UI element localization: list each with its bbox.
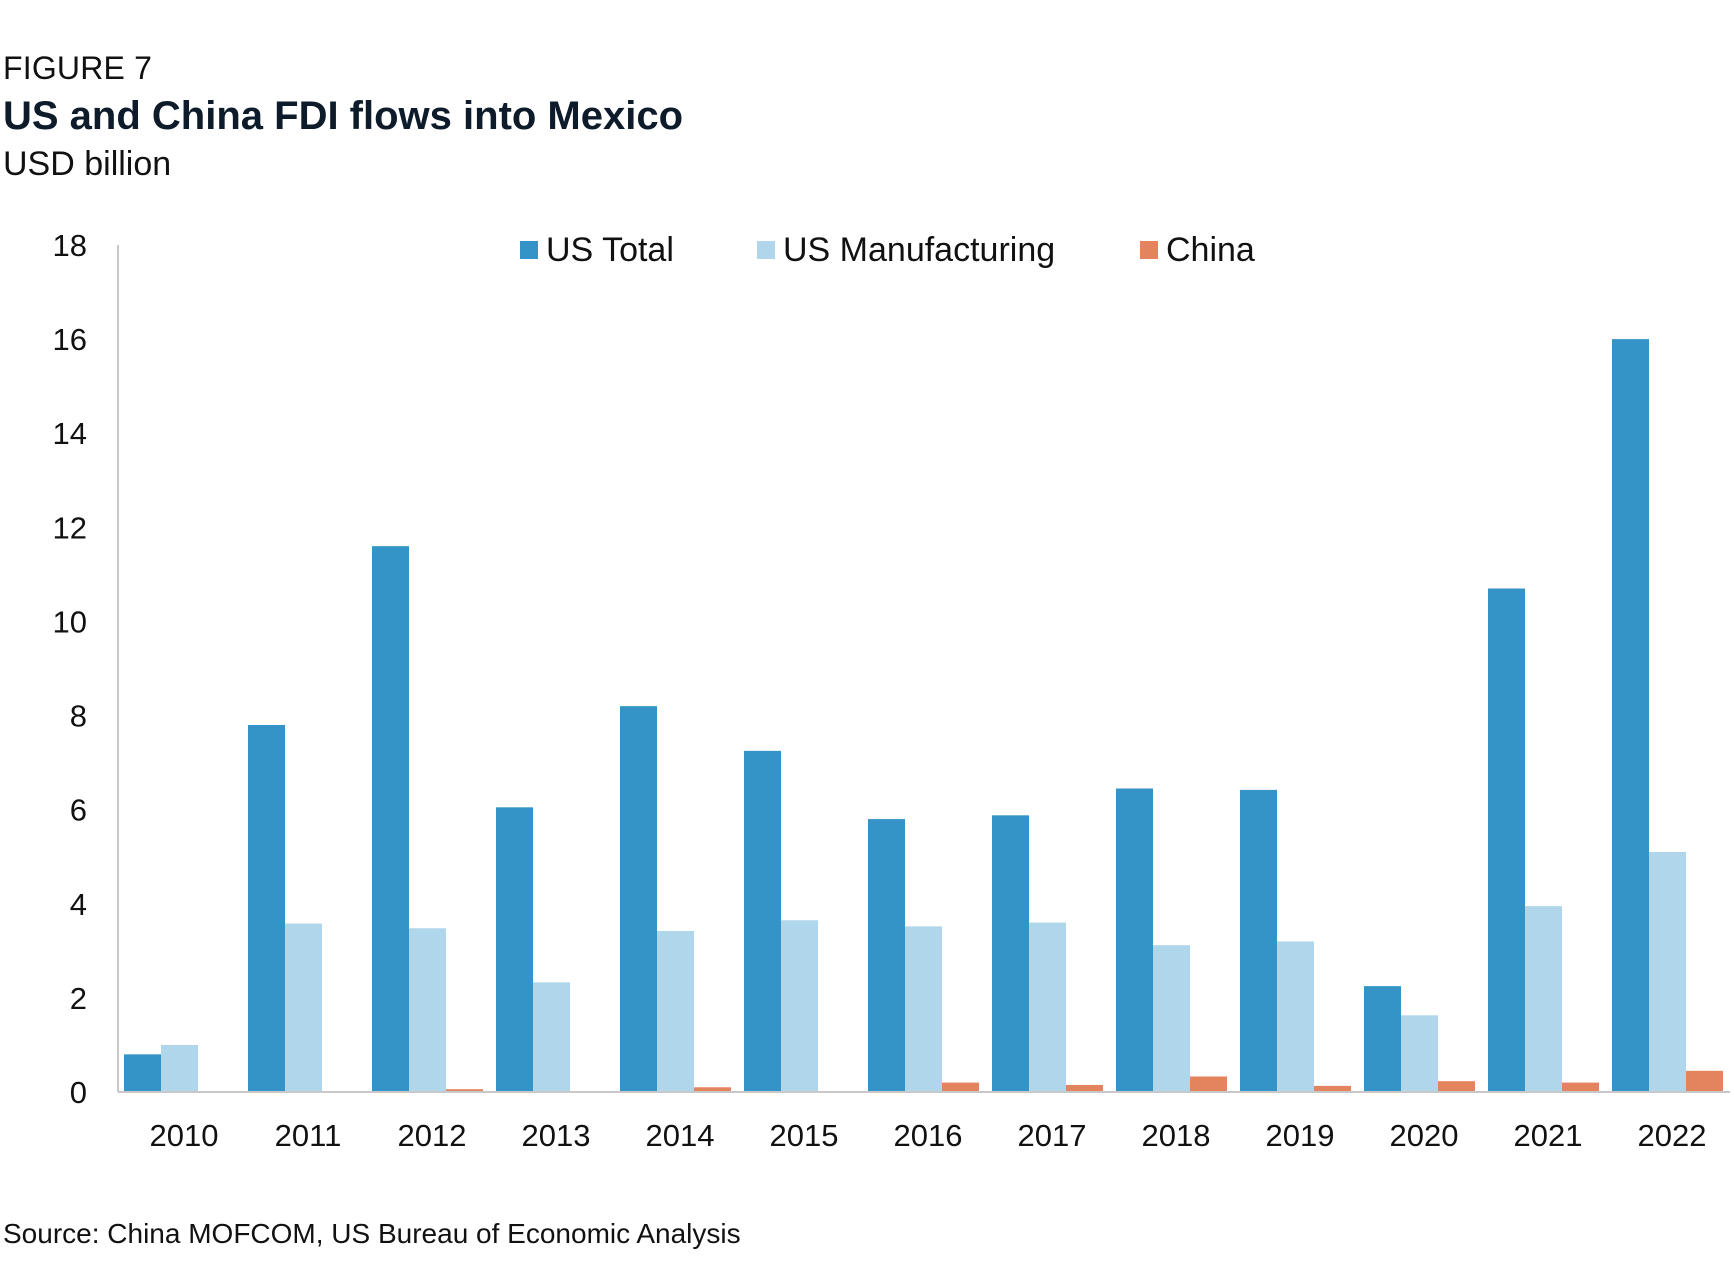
chart-subtitle: USD billion xyxy=(3,145,172,183)
x-tick-label: 2017 xyxy=(1018,1118,1087,1153)
bar-us-total-2010 xyxy=(124,1054,161,1092)
bar-us-manufacturing-2015 xyxy=(781,920,818,1092)
bar-china-2014 xyxy=(694,1087,731,1092)
y-tick-label: 2 xyxy=(70,981,87,1016)
bar-us-total-2021 xyxy=(1488,588,1525,1092)
y-tick-label: 4 xyxy=(70,887,87,922)
x-tick-label: 2020 xyxy=(1390,1118,1459,1153)
bar-us-total-2015 xyxy=(744,750,781,1092)
bar-us-manufacturing-2016 xyxy=(905,926,942,1092)
y-axis: 0 2 4 6 8 10 12 14 16 18 xyxy=(53,228,119,1110)
bar-us-total-2011 xyxy=(248,724,285,1092)
bar-us-manufacturing-2011 xyxy=(285,923,322,1092)
bar-series-group xyxy=(124,339,1723,1093)
bar-china-2019 xyxy=(1314,1085,1351,1092)
legend-label: China xyxy=(1166,230,1255,269)
bar-us-total-2022 xyxy=(1612,339,1649,1093)
legend-label: US Total xyxy=(546,230,674,269)
bar-us-manufacturing-2020 xyxy=(1401,1015,1438,1092)
legend-item: US Manufacturing xyxy=(757,228,1055,272)
legend-item: US Total xyxy=(520,228,674,272)
y-tick-label: 12 xyxy=(53,510,87,545)
x-tick-label: 2021 xyxy=(1514,1118,1583,1153)
bar-china-2021 xyxy=(1562,1082,1599,1092)
legend-swatch xyxy=(1140,241,1158,259)
chart-legend: US Total US Manufacturing China xyxy=(0,228,1734,272)
x-tick-label: 2010 xyxy=(150,1118,219,1153)
bar-us-manufacturing-2012 xyxy=(409,928,446,1092)
bar-china-2020 xyxy=(1438,1081,1475,1092)
bar-china-2022 xyxy=(1686,1070,1723,1092)
x-tick-label: 2019 xyxy=(1266,1118,1335,1153)
bar-us-total-2012 xyxy=(372,546,409,1092)
legend-item: China xyxy=(1140,228,1255,272)
bar-us-total-2016 xyxy=(868,819,905,1092)
y-tick-label: 18 xyxy=(53,228,87,263)
bar-us-total-2018 xyxy=(1116,788,1153,1092)
x-tick-label: 2016 xyxy=(894,1118,963,1153)
x-tick-label: 2014 xyxy=(646,1118,715,1153)
bar-us-total-2014 xyxy=(620,706,657,1092)
bar-us-total-2020 xyxy=(1364,986,1401,1092)
bar-china-2012 xyxy=(446,1089,483,1092)
x-tick-label: 2015 xyxy=(770,1118,839,1153)
y-tick-label: 0 xyxy=(70,1075,87,1110)
y-tick-label: 16 xyxy=(53,322,87,357)
source-note: Source: China MOFCOM, US Bureau of Econo… xyxy=(3,1218,741,1249)
x-tick-label: 2013 xyxy=(522,1118,591,1153)
bar-us-manufacturing-2022 xyxy=(1649,852,1686,1092)
bar-china-2016 xyxy=(942,1082,979,1092)
bar-us-manufacturing-2014 xyxy=(657,931,694,1092)
bar-china-2018 xyxy=(1190,1076,1227,1092)
bar-us-manufacturing-2013 xyxy=(533,982,570,1092)
bar-us-manufacturing-2018 xyxy=(1153,945,1190,1092)
y-tick-label: 10 xyxy=(53,604,87,639)
bar-china-2017 xyxy=(1066,1084,1103,1092)
bar-us-total-2017 xyxy=(992,815,1029,1092)
x-tick-label: 2011 xyxy=(275,1118,342,1153)
bar-us-manufacturing-2021 xyxy=(1525,906,1562,1092)
bar-us-manufacturing-2017 xyxy=(1029,922,1066,1092)
legend-swatch xyxy=(757,241,775,259)
bar-us-manufacturing-2019 xyxy=(1277,941,1314,1092)
x-tick-label: 2018 xyxy=(1142,1118,1211,1153)
y-tick-label: 14 xyxy=(53,416,87,451)
legend-label: US Manufacturing xyxy=(783,230,1056,269)
x-tick-label: 2022 xyxy=(1638,1118,1707,1153)
figure-label: FIGURE 7 xyxy=(3,50,153,86)
legend-swatch xyxy=(520,241,538,259)
x-tick-label: 2012 xyxy=(398,1118,467,1153)
x-axis: 2010 2011 2012 2013 2014 2015 2016 2017 2018 2019… xyxy=(118,1091,1730,1153)
bar-us-total-2019 xyxy=(1240,789,1277,1092)
y-tick-label: 8 xyxy=(70,699,87,734)
chart-title: US and China FDI flows into Mexico xyxy=(3,94,684,138)
bar-us-total-2013 xyxy=(496,807,533,1092)
bar-us-manufacturing-2010 xyxy=(161,1044,198,1092)
y-tick-label: 6 xyxy=(70,793,87,828)
